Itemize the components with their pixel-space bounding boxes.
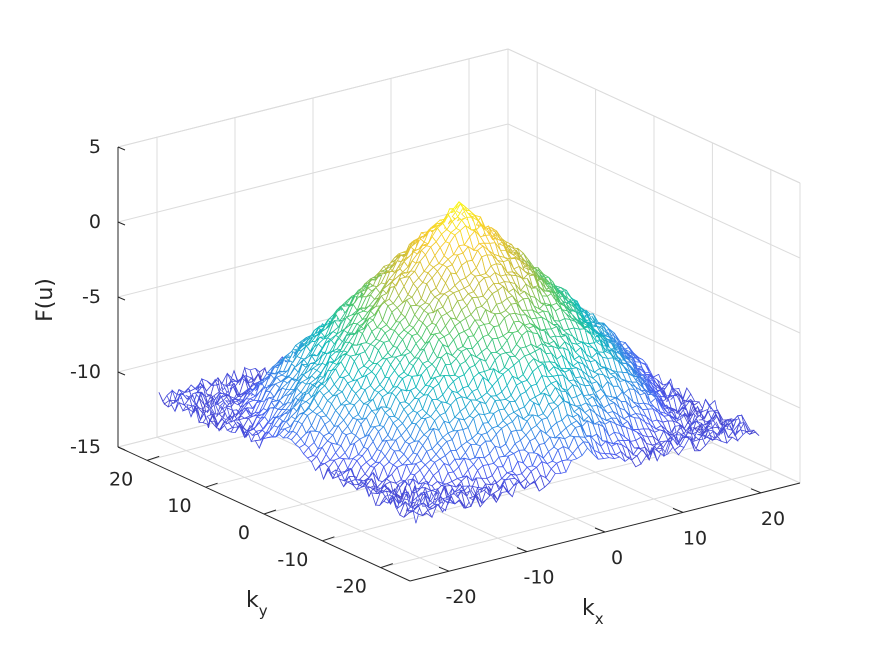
z-tick-0 — [117, 446, 126, 451]
surface-mesh — [158, 201, 760, 524]
z-tick-label-3: 0 — [89, 211, 101, 233]
x-tick-2 — [594, 527, 606, 533]
z-tick-1 — [117, 371, 126, 376]
y-tick-1 — [322, 536, 335, 542]
grid-lines — [117, 48, 801, 572]
z-tick-label-0: -15 — [70, 436, 101, 458]
x-axis-label-main: k — [582, 596, 595, 621]
y-axis-label: ky — [246, 588, 268, 620]
y-tick-label-3: 10 — [167, 495, 191, 517]
z-tick-3 — [117, 221, 126, 226]
x-tick-3 — [672, 507, 684, 513]
box-edge-3 — [117, 48, 509, 148]
x-tick-1 — [516, 547, 528, 553]
z-tick-label-1: -10 — [70, 361, 101, 383]
z-axis-label: F(u) — [33, 278, 58, 322]
y-tick-0 — [380, 563, 393, 569]
z-tick-label-2: -5 — [82, 286, 101, 308]
y-tick-label-0: -20 — [336, 576, 367, 598]
x-axis-label: kx — [582, 596, 604, 628]
y-tick-label-1: -10 — [277, 549, 308, 571]
x-tick-0 — [438, 566, 450, 572]
y-axis-label-sub: y — [259, 602, 268, 620]
x-tick-4 — [750, 488, 762, 494]
z-tick-label-4: 5 — [89, 136, 101, 158]
x-tick-label-4: 20 — [761, 508, 785, 530]
floor-grid-y-0 — [380, 469, 771, 569]
z-tick-2 — [117, 296, 126, 301]
axes — [117, 146, 801, 582]
x-tick-label-1: -10 — [523, 567, 554, 589]
floor-grid-y-1 — [322, 442, 713, 542]
x-tick-label-2: 0 — [611, 547, 623, 569]
x-axis-label-sub: x — [595, 610, 604, 628]
box-edge-4 — [507, 48, 801, 184]
z-tick-4 — [117, 146, 126, 151]
y-tick-2 — [263, 509, 277, 515]
y-axis-label-main: k — [246, 588, 259, 613]
backwall-y-grid-z-2 — [117, 198, 509, 298]
backwall-x-grid-z-3 — [507, 123, 801, 259]
backwall-y-grid-z-3 — [117, 123, 509, 223]
tick-labels: -20 -10 0 10 20 -20 -10 0 10 20 -15 -10 -5 0 5 — [70, 136, 785, 608]
backwall-x-grid-z-2 — [507, 198, 801, 334]
y-tick-label-2: 0 — [238, 522, 250, 544]
surface-cell — [749, 429, 760, 436]
y-tick-4 — [147, 455, 160, 461]
y-tick-label-4: 20 — [109, 468, 133, 490]
x-tick-label-3: 10 — [683, 527, 707, 549]
x-tick-label-0: -20 — [445, 586, 476, 608]
y-tick-3 — [205, 482, 218, 488]
